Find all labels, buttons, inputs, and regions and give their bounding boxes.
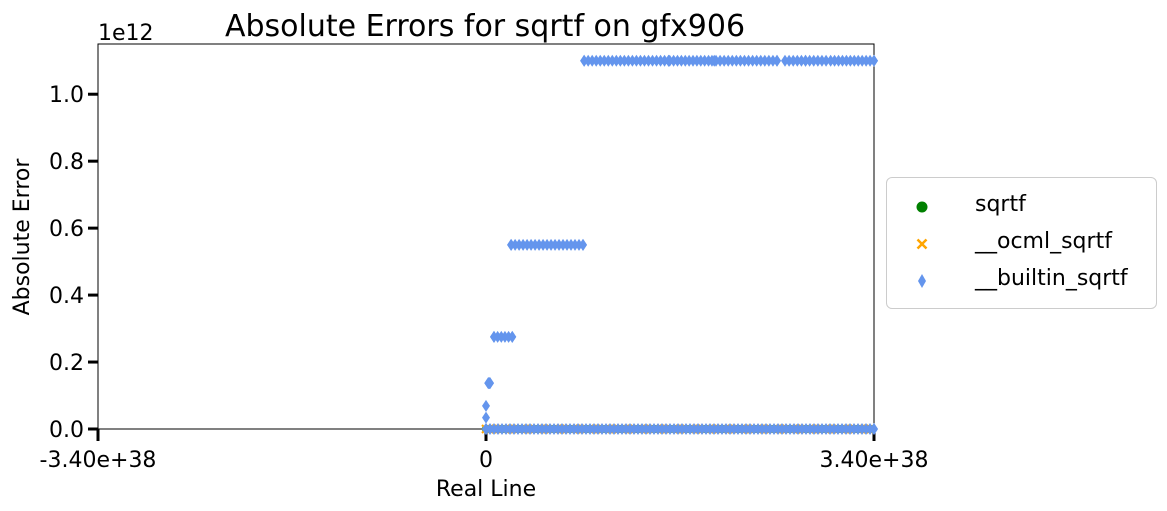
builtin-sqrtf-point (744, 54, 753, 67)
builtin-sqrtf-point (822, 54, 831, 67)
builtin-sqrtf-point (752, 54, 761, 67)
y-tick-label: 0.2 (49, 351, 84, 376)
builtin-sqrtf-point (632, 54, 641, 67)
y-tick-label: 0.8 (49, 150, 84, 175)
builtin-sqrtf-point (482, 399, 490, 412)
builtin-sqrtf-point (870, 54, 878, 67)
legend: sqrtf __ocml_sqrtf __builtin_sqrtf (886, 177, 1157, 309)
chart-title: Absolute Errors for sqrtf on gfx906 (225, 9, 745, 44)
legend-item-ocml-sqrtf: __ocml_sqrtf (887, 227, 1156, 261)
builtin-sqrtf-point (656, 54, 665, 67)
builtin-sqrtf-point (732, 54, 741, 67)
x-marker-icon (916, 238, 928, 250)
builtin-sqrtf-point (710, 54, 719, 67)
builtin-sqrtf-point (616, 54, 625, 67)
circle-marker-icon (916, 201, 928, 213)
y-tick-label: 0.4 (49, 284, 84, 309)
builtin-sqrtf-point (805, 54, 814, 67)
plot-area (97, 43, 875, 430)
y-tick-label: 1.0 (49, 83, 84, 108)
builtin-sqrtf-point (660, 54, 669, 67)
legend-label: sqrtf (975, 192, 1026, 217)
builtin-sqrtf-point (870, 423, 878, 435)
builtin-sqrtf-point (793, 54, 802, 67)
builtin-sqrtf-point (797, 54, 806, 67)
builtin-sqrtf-point (604, 54, 613, 67)
builtin-sqrtf-point (740, 54, 749, 67)
builtin-sqrtf-point (716, 54, 725, 67)
builtin-sqrtf-point (764, 54, 773, 67)
builtin-sqrtf-point (588, 54, 597, 67)
y-tick-label: 0.0 (49, 418, 84, 443)
builtin-sqrtf-point (648, 54, 657, 67)
builtin-sqrtf-point (640, 54, 649, 67)
builtin-sqrtf-point (584, 54, 593, 67)
builtin-sqrtf-point (600, 54, 609, 67)
builtin-sqrtf-point (485, 377, 494, 390)
legend-label: __ocml_sqrtf (975, 229, 1112, 254)
x-axis: -3.40e+38 0 3.40e+38 (40, 429, 929, 473)
builtin-sqrtf-point (768, 54, 777, 67)
builtin-sqrtf-point (736, 54, 745, 67)
legend-item-builtin-sqrtf: __builtin_sqrtf (887, 264, 1156, 298)
x-axis-label: Real Line (436, 477, 536, 502)
builtin-sqrtf-point (482, 411, 490, 424)
builtin-sqrtf-point (664, 54, 673, 67)
builtin-sqrtf-point (608, 54, 617, 67)
x-tick-label: 3.40e+38 (820, 448, 929, 473)
builtin-sqrtf-point (785, 54, 794, 67)
builtin-sqrtf-point (789, 54, 798, 67)
builtin-sqrtf-point (579, 238, 587, 251)
legend-label: __builtin_sqrtf (975, 266, 1128, 291)
builtin-sqrtf-point (489, 330, 498, 343)
builtin-sqrtf-point (801, 54, 810, 67)
builtin-sqrtf-point (724, 54, 733, 67)
builtin-sqrtf-point (596, 54, 605, 67)
builtin-sqrtf-point (628, 54, 637, 67)
y-tick-label: 0.6 (49, 217, 84, 242)
builtin-sqrtf-point (809, 54, 818, 67)
builtin-sqrtf-point (817, 54, 826, 67)
y-axis-offset-label: 1e12 (98, 21, 154, 46)
builtin-sqrtf-point (813, 54, 822, 67)
builtin-sqrtf-point (580, 54, 589, 67)
builtin-sqrtf-point (592, 54, 601, 67)
builtin-sqrtf-point (644, 54, 653, 67)
builtin-sqrtf-point (636, 54, 645, 67)
builtin-sqrtf-point (773, 54, 781, 67)
builtin-sqrtf-point (507, 238, 516, 251)
builtin-sqrtf-point (728, 54, 737, 67)
data-marks (481, 54, 878, 435)
builtin-sqrtf-point (748, 54, 757, 67)
builtin-sqrtf-point (482, 423, 490, 435)
x-tick-label: 0 (479, 448, 493, 473)
legend-item-sqrtf: sqrtf (887, 190, 1156, 224)
builtin-sqrtf-point (652, 54, 661, 67)
builtin-sqrtf-point (756, 54, 765, 67)
builtin-sqrtf-point (620, 54, 629, 67)
builtin-sqrtf-point (624, 54, 633, 67)
builtin-sqrtf-point (760, 54, 769, 67)
builtin-sqrtf-point (720, 54, 729, 67)
x-tick-label: -3.40e+38 (40, 448, 157, 473)
y-axis: 0.0 0.2 0.4 0.6 0.8 1.0 (49, 83, 98, 443)
builtin-sqrtf-point (612, 54, 621, 67)
builtin-sqrtf-point (508, 330, 517, 343)
diamond-marker-icon (918, 274, 926, 288)
builtin-sqrtf-point (780, 54, 789, 67)
y-axis-label: Absolute Error (10, 158, 35, 316)
